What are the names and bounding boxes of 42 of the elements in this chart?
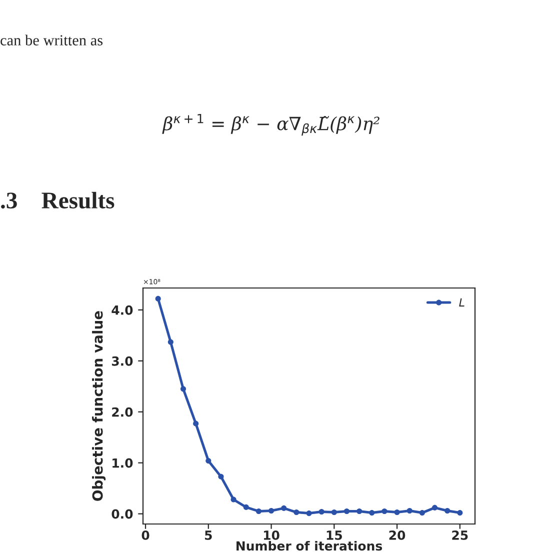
point xyxy=(356,508,362,514)
text: .3 Results xyxy=(1,192,114,209)
text: can be written as xyxy=(0,34,103,46)
point xyxy=(294,510,300,516)
point xyxy=(256,508,262,514)
x-tick-label: 15 xyxy=(326,530,342,540)
point xyxy=(419,510,425,516)
point xyxy=(344,508,350,514)
point xyxy=(318,508,324,515)
point xyxy=(243,504,249,510)
point xyxy=(230,496,236,502)
point xyxy=(218,474,224,480)
point xyxy=(444,508,450,514)
point xyxy=(193,420,199,426)
x-tick-label: 10 xyxy=(264,530,280,540)
y-tick-label: 3.0 xyxy=(112,356,133,366)
y-tick-label: 0.0 xyxy=(112,509,133,519)
point xyxy=(382,508,388,514)
x-axis-title: Number of iterations xyxy=(236,540,382,551)
point xyxy=(206,458,212,464)
point xyxy=(406,508,412,514)
y-tick-label: 2.0 xyxy=(112,407,133,417)
point xyxy=(394,510,400,516)
point xyxy=(268,508,274,514)
point xyxy=(432,504,438,510)
x-tick-label: 0 xyxy=(142,530,150,540)
y-tick-label: 4.0 xyxy=(112,305,133,315)
point xyxy=(180,386,186,392)
text: β$^{κ+1}$ = β$^{κ}$ − α∇$_{βκ}$L̃(β$^{κ}$)η² xyxy=(162,114,380,136)
point xyxy=(168,339,174,345)
x-tick-label: 5 xyxy=(205,530,212,540)
point xyxy=(369,510,375,516)
legend-label: L xyxy=(459,298,464,306)
point xyxy=(155,296,161,302)
point xyxy=(306,510,312,516)
x-tick-label: 20 xyxy=(389,530,406,540)
y-tick-label: 1.0 xyxy=(112,458,133,468)
x-tick-label: 25 xyxy=(452,530,468,540)
point xyxy=(331,510,337,516)
y-axis-title: Objective function value xyxy=(92,311,106,501)
point xyxy=(281,505,287,511)
point xyxy=(457,510,463,516)
